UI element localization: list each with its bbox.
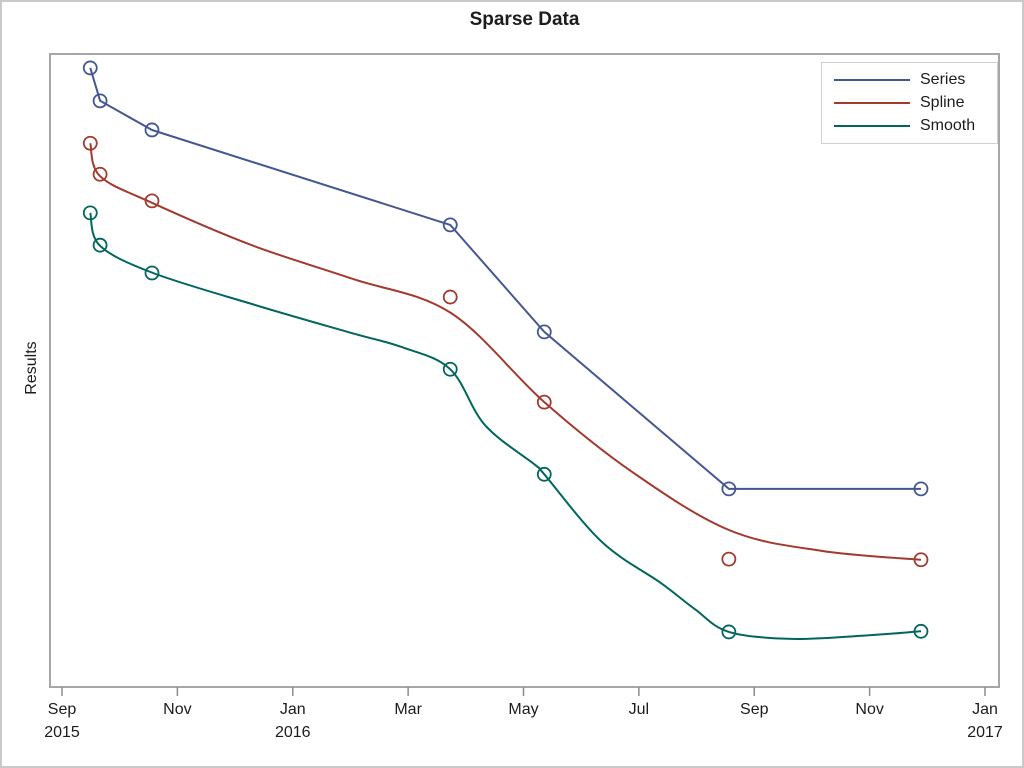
marker-smooth bbox=[913, 623, 929, 639]
marker-spline bbox=[92, 166, 108, 182]
marker-series bbox=[442, 217, 458, 233]
x-tick-label: Jan 2016 bbox=[248, 698, 338, 744]
marker-smooth bbox=[442, 361, 458, 377]
marker-series bbox=[913, 481, 929, 497]
series-line-spline bbox=[89, 142, 922, 561]
x-tick-label: Mar bbox=[363, 698, 453, 721]
legend-item-spline: Spline bbox=[822, 91, 997, 114]
x-tick-year: 2016 bbox=[274, 724, 311, 741]
x-tick-label: Sep 2015 bbox=[17, 698, 107, 744]
marker-spline bbox=[442, 289, 458, 305]
marker-series bbox=[92, 93, 108, 109]
x-tick-label: Nov bbox=[132, 698, 222, 721]
legend-item-series: Series bbox=[822, 68, 997, 91]
x-tick-label: Jul bbox=[594, 698, 684, 721]
x-tick-year: 2017 bbox=[967, 724, 1003, 741]
legend-label: Smooth bbox=[920, 117, 976, 134]
x-tick-label: Sep bbox=[709, 698, 799, 721]
legend: Series Spline Smooth bbox=[821, 62, 998, 144]
legend-line-swatch-spline bbox=[834, 101, 910, 104]
x-tick-year: 2015 bbox=[44, 724, 80, 741]
legend-label: Spline bbox=[920, 94, 965, 111]
marker-smooth bbox=[144, 265, 160, 281]
marker-smooth bbox=[82, 205, 98, 221]
marker-smooth bbox=[536, 466, 552, 482]
legend-line-swatch-smooth bbox=[834, 124, 910, 127]
x-tick-month: Sep bbox=[47, 701, 77, 718]
x-tick-month: Nov bbox=[855, 701, 884, 718]
series-line-smooth bbox=[89, 212, 922, 640]
x-tick-label: Nov bbox=[825, 698, 915, 721]
marker-spline bbox=[721, 551, 737, 567]
legend-line-swatch-series bbox=[834, 78, 910, 81]
chart-title: Sparse Data bbox=[469, 9, 580, 30]
marker-spline bbox=[144, 193, 160, 209]
x-tick-label: Jan 2017 bbox=[940, 698, 1022, 744]
plot-wall bbox=[49, 53, 1000, 688]
x-tick-month: Jul bbox=[628, 701, 650, 718]
marker-spline bbox=[913, 552, 929, 568]
x-tick-month: Nov bbox=[163, 701, 192, 718]
legend-label: Series bbox=[920, 71, 966, 88]
x-tick-label: May bbox=[479, 698, 569, 721]
marker-spline bbox=[82, 135, 98, 151]
x-tick-month: Jan bbox=[279, 701, 306, 718]
marker-smooth bbox=[721, 624, 737, 640]
x-tick-month: May bbox=[508, 701, 539, 718]
x-tick-month: Mar bbox=[394, 701, 422, 718]
marker-spline bbox=[536, 394, 552, 410]
legend-item-smooth: Smooth bbox=[822, 114, 997, 137]
marker-series bbox=[144, 122, 160, 138]
marker-smooth bbox=[92, 237, 108, 253]
marker-series bbox=[721, 481, 737, 497]
marker-series bbox=[82, 60, 98, 76]
marker-series bbox=[536, 324, 552, 340]
series-line-series bbox=[89, 67, 921, 490]
x-tick-month: Sep bbox=[740, 701, 769, 718]
x-tick-month: Jan bbox=[972, 701, 998, 718]
